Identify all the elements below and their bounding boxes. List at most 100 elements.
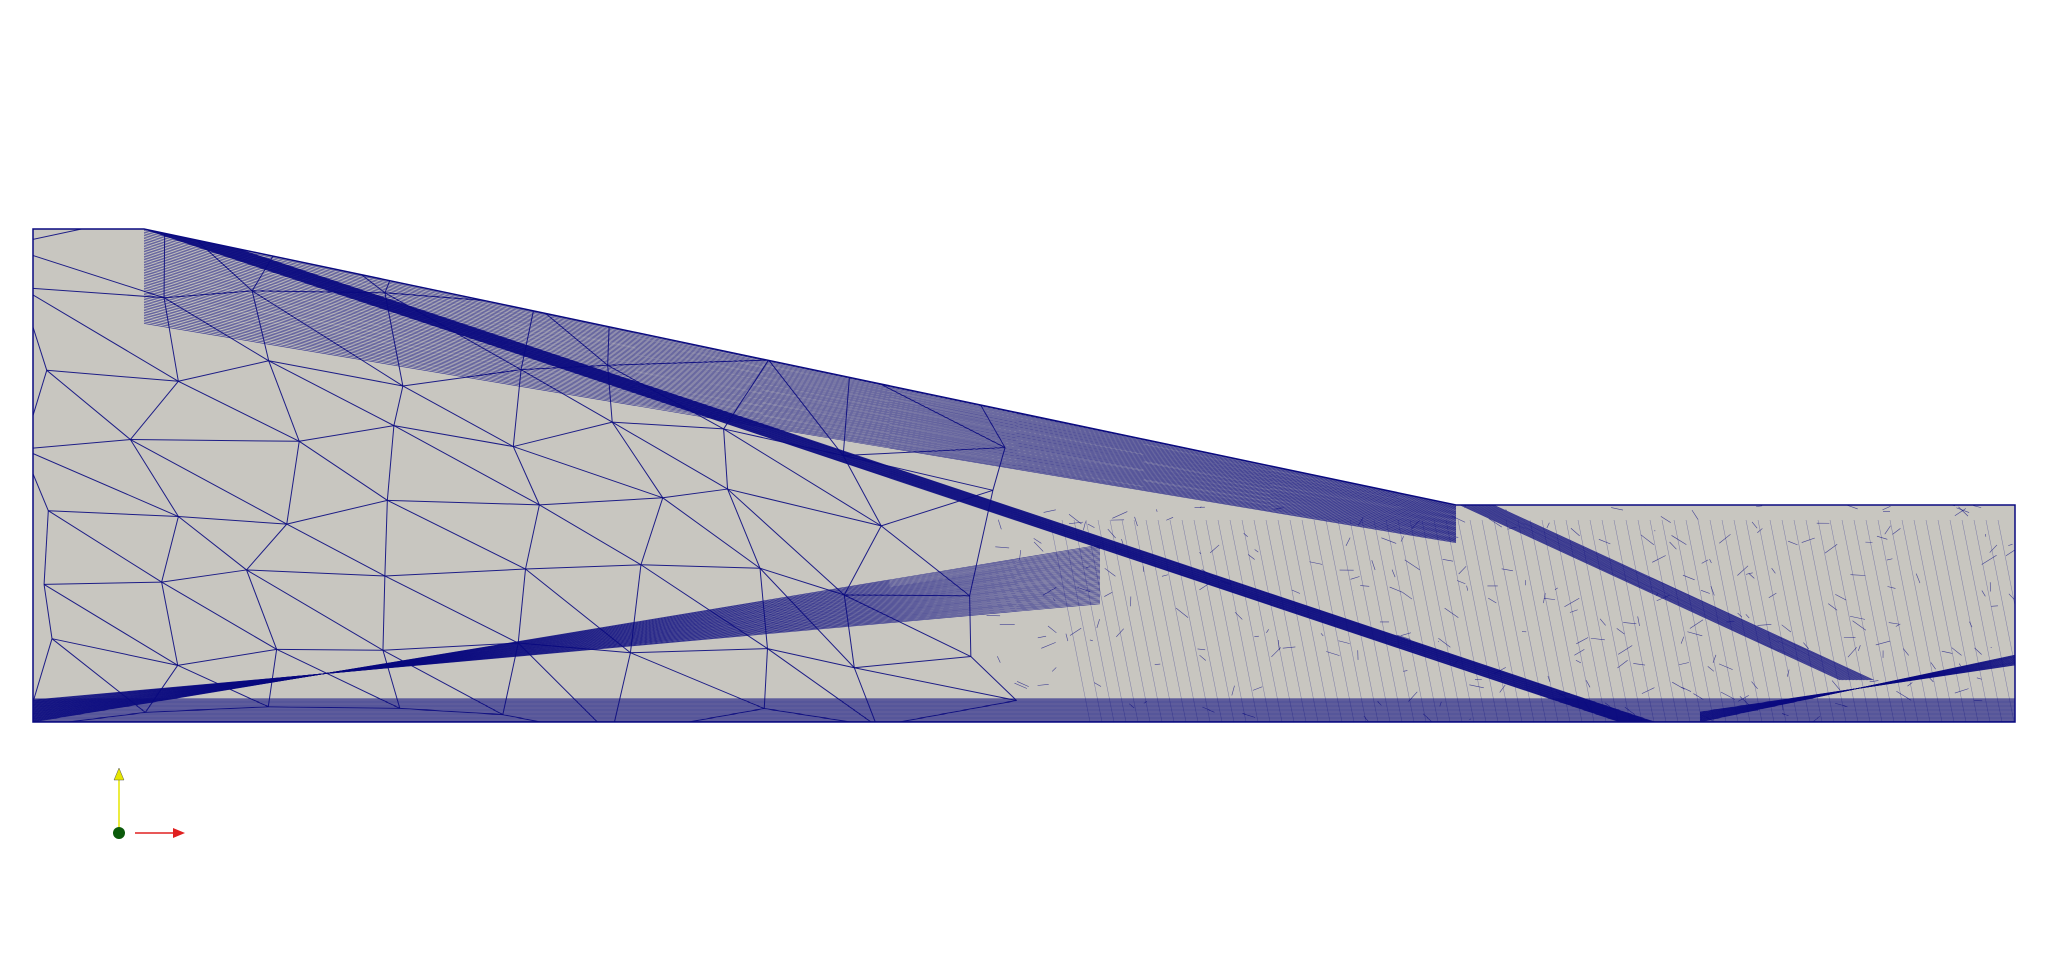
mesh-edge (1282, 646, 1296, 649)
mesh-edge (1373, 519, 1415, 722)
mesh-edge (1037, 684, 1049, 686)
mesh-edge (178, 516, 287, 525)
mesh-edge (640, 497, 664, 565)
mesh-edge (382, 575, 386, 651)
mesh-edge (1689, 619, 1704, 629)
mesh-edge (1726, 621, 1735, 623)
mesh-edge (1157, 519, 1199, 722)
mesh-edge (143, 283, 1457, 528)
mesh-edge (33, 448, 49, 511)
mesh-edge (1771, 567, 1776, 574)
mesh-edge (662, 488, 728, 499)
mesh-edge (1680, 636, 1685, 644)
mesh-edge (1469, 504, 1850, 681)
mesh-edge (268, 360, 300, 442)
mesh-edge (1461, 504, 1842, 681)
mesh-edge (1043, 509, 1056, 513)
mesh-edge (163, 297, 179, 382)
mesh-edge (1134, 516, 1138, 527)
mesh-edge (1570, 527, 1580, 537)
mesh-edge (1033, 538, 1042, 544)
mesh-edge (298, 440, 388, 501)
mesh-edge (1458, 566, 1467, 575)
mesh-edge (1037, 635, 1047, 639)
mesh-edge (1589, 519, 1631, 722)
mesh-edge (1941, 650, 1953, 654)
mesh-edge (1865, 519, 1907, 722)
mesh-edge (1476, 504, 1857, 681)
mesh-edge (1720, 691, 1736, 700)
mesh-edge (164, 229, 1641, 722)
mesh-edge (723, 428, 729, 490)
mesh-edge (1465, 504, 1846, 681)
mesh-edge (1052, 598, 1056, 602)
mesh-edge (1391, 569, 1396, 578)
mesh-edge (143, 268, 1457, 522)
mesh-edge (1739, 696, 1751, 707)
mesh-edge (33, 439, 131, 450)
mesh-edge (149, 229, 1627, 722)
mesh-edge (1882, 505, 1891, 511)
mesh-edge (1853, 519, 1895, 722)
mesh-edge (143, 286, 1457, 529)
mesh-edge (727, 488, 845, 596)
mesh-edge (148, 229, 1625, 722)
mesh-edge (384, 500, 388, 576)
mesh-edge (178, 229, 1655, 722)
mesh-edge (143, 230, 1457, 506)
mesh-edge (612, 421, 724, 430)
mesh-edge (1673, 519, 1715, 722)
mesh-edge (163, 229, 1640, 722)
mesh-edge (1687, 631, 1703, 637)
mesh-edge (1781, 624, 1792, 633)
mesh-edge (178, 360, 269, 382)
mesh-edge (1421, 519, 1463, 722)
mesh-edge (147, 229, 1624, 722)
mesh-edge (1907, 682, 1913, 687)
mesh-edge (1371, 560, 1376, 571)
mesh-edge (178, 380, 300, 442)
mesh-edge (1624, 706, 1636, 716)
mesh-edge (1637, 519, 1679, 722)
mesh-edge (143, 307, 1457, 537)
mesh-edge (143, 235, 1457, 508)
mesh-edge (46, 369, 179, 382)
mesh-edge (387, 499, 526, 570)
mesh-edge (1756, 505, 1763, 507)
mesh-edge (246, 569, 278, 650)
mesh-edge (1358, 517, 1364, 526)
mesh-edge (268, 360, 403, 387)
mesh-edge (1712, 654, 1717, 663)
mesh-edge (1475, 504, 1856, 681)
mesh-edge (1989, 544, 1998, 553)
mesh-edge (1649, 519, 1691, 722)
mesh-edge (1117, 548, 1122, 553)
mesh-edge (1925, 519, 1967, 722)
mesh-edge (1809, 716, 1820, 722)
mesh-edge (1400, 632, 1412, 636)
mesh-edge (1219, 580, 1232, 585)
mesh-edge (1459, 504, 1841, 681)
mesh-edge (850, 368, 967, 381)
mesh-edge (1656, 595, 1670, 602)
mesh-edge (1097, 519, 1139, 722)
mesh-edge (143, 292, 1457, 531)
mesh-edge (1493, 519, 1535, 722)
mesh-edge (1466, 585, 1469, 591)
mesh-edge (1073, 519, 1115, 722)
mesh-edge (1678, 662, 1690, 666)
mesh-edge (143, 241, 1457, 511)
mesh-edge (143, 311, 1457, 539)
mesh-edge (1205, 519, 1247, 722)
mesh-edge (1492, 504, 1873, 681)
mesh-edge (163, 290, 253, 299)
mesh-edge (1112, 511, 1128, 519)
mesh-edge (1061, 519, 1103, 722)
mesh-edge (1913, 519, 1955, 722)
mesh-edge (630, 648, 768, 654)
mesh-edge (1701, 559, 1709, 564)
mesh-edge (1462, 504, 1843, 681)
mesh-edge (143, 300, 1457, 535)
mesh-edge (1625, 519, 1667, 722)
mesh-edge (1877, 519, 1919, 722)
